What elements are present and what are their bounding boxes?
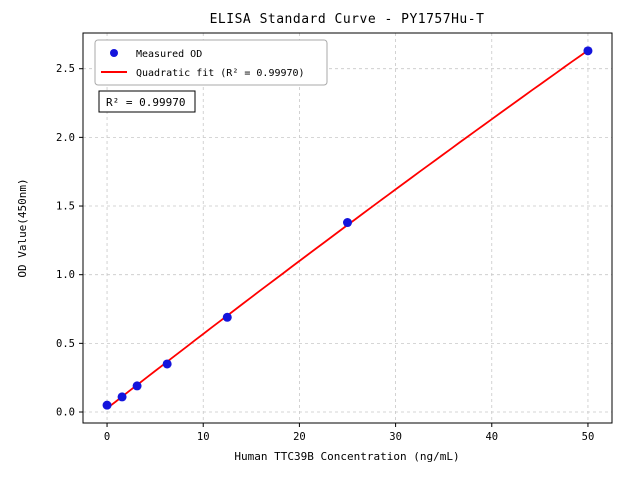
axes-frame	[82, 32, 613, 424]
measured-od-point	[583, 46, 593, 56]
measured-od-point	[343, 218, 352, 228]
legend: Measured OD Quadratic fit (R² = 0.99970)	[94, 39, 328, 86]
measured-od-point	[117, 392, 127, 402]
legend-label-quadratic-fit: Quadratic fit (R² = 0.99970)	[136, 68, 305, 79]
measured-od-point	[132, 381, 142, 391]
y-tick-label: 1.0	[56, 269, 75, 281]
chart-title: ELISA Standard Curve - PY1757Hu-T	[210, 12, 485, 27]
plot-area: 0 10 20 30 40 50 0.0 0.5 1.0 1.5 2.0 2.5	[56, 32, 613, 443]
r-squared-label: R² = 0.99970	[106, 96, 185, 109]
y-axis-label: OD Value(450nm)	[16, 178, 29, 277]
y-tick-label: 2.0	[56, 132, 75, 144]
x-tick-label: 50	[582, 431, 595, 443]
x-axis-label: Human TTC39B Concentration (ng/mL)	[234, 450, 459, 463]
measured-od-point	[102, 400, 112, 410]
y-tick-label: 0.0	[56, 407, 75, 419]
x-tick-label: 20	[293, 431, 306, 443]
y-tick-label: 2.5	[56, 63, 75, 75]
legend-label-measured-od: Measured OD	[136, 49, 202, 60]
legend-box	[94, 39, 328, 86]
measured-od-point	[222, 312, 232, 322]
measured-od-point	[162, 359, 172, 369]
x-tick-label: 30	[389, 431, 402, 443]
x-tick-label: 40	[485, 431, 498, 443]
legend-marker-measured-od	[110, 49, 118, 57]
y-tick-label: 1.5	[56, 201, 75, 213]
x-tick-label: 10	[197, 431, 210, 443]
r-squared-box	[98, 90, 196, 113]
r-squared-annotation: R² = 0.99970	[98, 90, 196, 113]
x-tick-label: 0	[104, 431, 110, 443]
y-tick-label: 0.5	[56, 338, 75, 350]
